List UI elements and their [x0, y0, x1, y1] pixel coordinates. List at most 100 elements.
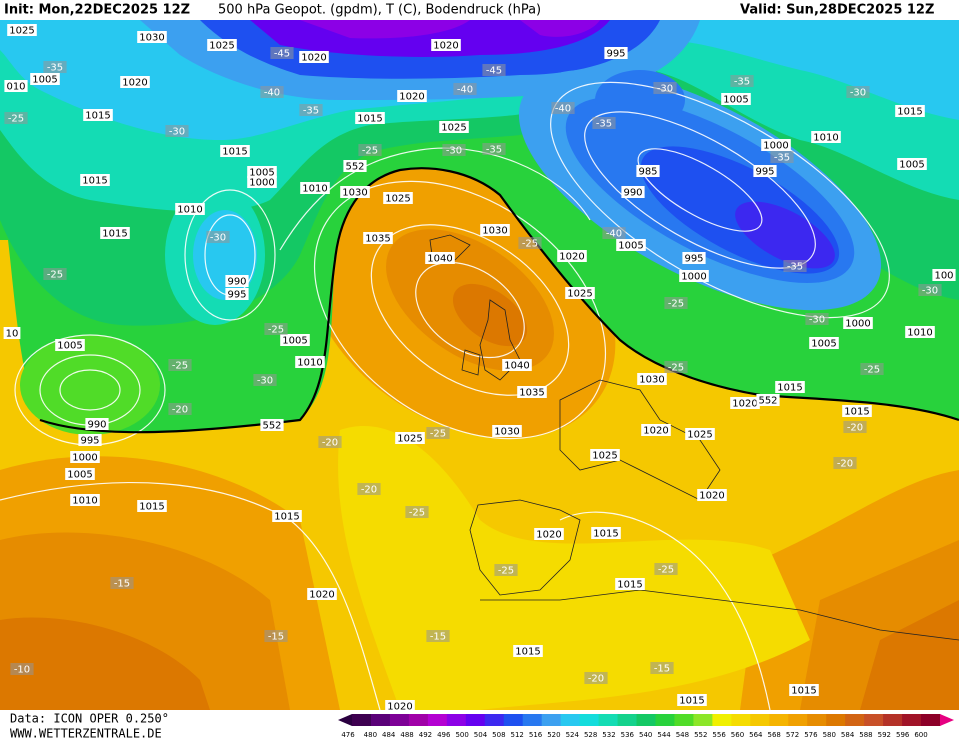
temperature-label: -25 — [268, 325, 284, 336]
pressure-label-box — [383, 192, 413, 204]
pressure-label-box — [761, 139, 791, 151]
pressure-label-box — [621, 186, 645, 198]
scale-tick-label: 552 — [694, 731, 707, 739]
temperature-label-box — [664, 297, 688, 309]
scale-bin — [389, 714, 410, 726]
temperature-label: -25 — [864, 365, 880, 376]
temperature-label: -40 — [264, 88, 280, 99]
pressure-label-box — [697, 489, 727, 501]
temperature-label-box — [260, 86, 284, 98]
pressure-label: 1005 — [32, 75, 57, 86]
pressure-label-box — [775, 381, 805, 393]
pressure-label-box — [207, 39, 237, 51]
pressure-label: 1020 — [536, 530, 561, 541]
pressure-label: 1020 — [309, 590, 334, 601]
pressure-label: 1000 — [763, 141, 788, 152]
temperature-label: -20 — [837, 459, 853, 470]
pressure-label: 1015 — [679, 696, 704, 707]
temperature-label-box — [318, 436, 342, 448]
temperature-label-box — [664, 361, 688, 373]
scale-bin — [636, 714, 656, 726]
pressure-label-box — [7, 24, 37, 36]
scale-tick-label: 520 — [547, 731, 560, 739]
temperature-label: -35 — [774, 153, 790, 164]
pressure-label: 1005 — [618, 241, 643, 252]
scale-bin — [370, 714, 391, 726]
pressure-label-box — [225, 275, 249, 287]
scale-bin — [560, 714, 581, 726]
pressure-label: 1030 — [139, 33, 164, 44]
pressure-label: 1020 — [559, 252, 584, 263]
pressure-label: 1035 — [519, 388, 544, 399]
temperature-label-box — [206, 231, 230, 243]
scale-bin — [902, 714, 922, 726]
pressure-label: 1000 — [249, 178, 274, 189]
scale-bin — [465, 714, 486, 726]
pressure-label-box — [843, 317, 873, 329]
pressure-label-box — [565, 287, 595, 299]
pressure-label: 1030 — [342, 188, 367, 199]
temperature-label-box — [833, 457, 857, 469]
pressure-label: 1020 — [122, 78, 147, 89]
pressure-label: 1015 — [357, 114, 382, 125]
pressure-label: 1015 — [274, 512, 299, 523]
pressure-label-box — [272, 510, 302, 522]
scale-tick-label: 576 — [804, 731, 818, 739]
temperature-label-box — [653, 82, 677, 94]
temperature-label: -10 — [14, 665, 30, 676]
pressure-label: 1005 — [811, 339, 836, 350]
pressure-label-box — [83, 109, 113, 121]
scale-bin — [883, 714, 903, 726]
pressure-label-box — [397, 90, 427, 102]
temperature-label: -25 — [362, 146, 378, 157]
scale-bin — [674, 714, 694, 726]
pressure-label: 995 — [755, 167, 774, 178]
color-scale: 476 480 484 488 492 496 500 504 508 512 516 520 524 5… — [338, 714, 954, 739]
pressure-label-box — [307, 588, 337, 600]
temperature-label-box — [783, 260, 807, 272]
pressure-label-box — [70, 451, 100, 463]
pressure-label-box — [604, 47, 628, 59]
map-field — [0, 20, 959, 710]
pressure-label: 1005 — [282, 336, 307, 347]
temperature-label-box — [270, 47, 294, 59]
temperature-label-box — [482, 64, 506, 76]
pressure-label: 1020 — [301, 53, 326, 64]
pressure-label: 1025 — [441, 123, 466, 134]
temperature-label: -35 — [486, 145, 502, 156]
pressure-label-box — [616, 239, 646, 251]
scale-tick-label: 544 — [657, 731, 671, 739]
temperature-label-box — [264, 323, 288, 335]
scale-bin — [864, 714, 884, 726]
pressure-label-box — [395, 432, 425, 444]
scale-tick-label: 524 — [566, 731, 580, 739]
pressure-label-box — [721, 93, 751, 105]
pressure-label: 1015 — [82, 176, 107, 187]
pressure-label-box — [55, 339, 85, 351]
pressure-label: 1020 — [699, 491, 724, 502]
pressure-label: 1010 — [302, 184, 327, 195]
scale-tick-label: 596 — [896, 731, 910, 739]
temperature-label: -30 — [850, 88, 866, 99]
pressure-label: 1005 — [67, 470, 92, 481]
scale-bin — [731, 714, 751, 726]
pressure-label: 990 — [87, 420, 106, 431]
scale-tick-label: 528 — [584, 731, 597, 739]
pressure-label: 1035 — [365, 234, 390, 245]
temperature-label: -30 — [446, 146, 462, 157]
temperature-label-box — [405, 506, 429, 518]
scale-tick-label: 476 — [341, 731, 355, 739]
temperature-label-box — [43, 61, 67, 73]
pressure-label-box — [100, 227, 130, 239]
pressure-label-box — [809, 337, 839, 349]
temperature-label-box — [805, 313, 829, 325]
scale-tick-label: 504 — [474, 731, 488, 739]
temperature-label: -35 — [47, 63, 63, 74]
pressure-label-box — [557, 250, 587, 262]
pressure-label-box — [637, 373, 667, 385]
temperature-label: -30 — [657, 84, 673, 95]
pressure-label-box — [247, 176, 277, 188]
pressure-label: 1020 — [387, 702, 412, 713]
pressure-label-box — [247, 166, 277, 178]
